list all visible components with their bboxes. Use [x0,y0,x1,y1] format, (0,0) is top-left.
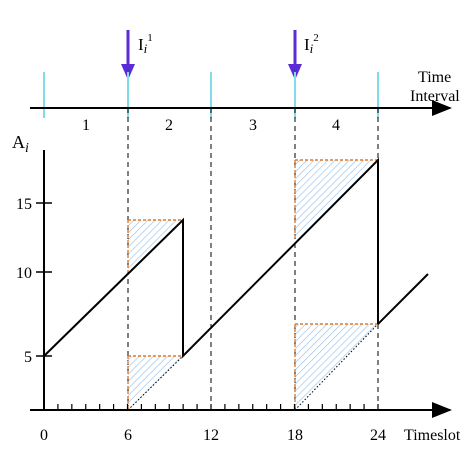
x-tick-label-24: 24 [370,427,386,444]
arrow-i2-label: Ii2 [304,32,319,56]
interval-axis-label-line2: Interval [410,88,460,105]
x-axis-label: Timeslot [404,427,461,444]
sawtooth-lines [43,157,429,359]
x-tick-label-12: 12 [203,427,219,444]
x-tick-label-6: 6 [124,427,132,444]
x-tick-label-18: 18 [287,427,303,444]
x-axis-minor-ticks [43,404,379,410]
y-tick-label-5: 5 [24,349,32,366]
y-tick-label-10: 10 [16,265,32,282]
interval-label-2: 2 [165,117,173,134]
y-axis-label: Ai [12,132,29,156]
dotted-diagonals [127,323,379,411]
x-tick-label-0: 0 [40,427,48,444]
interval-label-3: 3 [249,117,257,134]
y-tick-label-15: 15 [16,196,32,213]
y-axis-ticks [36,202,52,357]
interval-label-1: 1 [82,117,90,134]
interval-label-4: 4 [332,117,340,134]
interval-axis-label-line1: Time [418,69,451,86]
arrow-i1-label: Ii1 [138,32,153,56]
orange-dashed-outlines [127,159,378,410]
